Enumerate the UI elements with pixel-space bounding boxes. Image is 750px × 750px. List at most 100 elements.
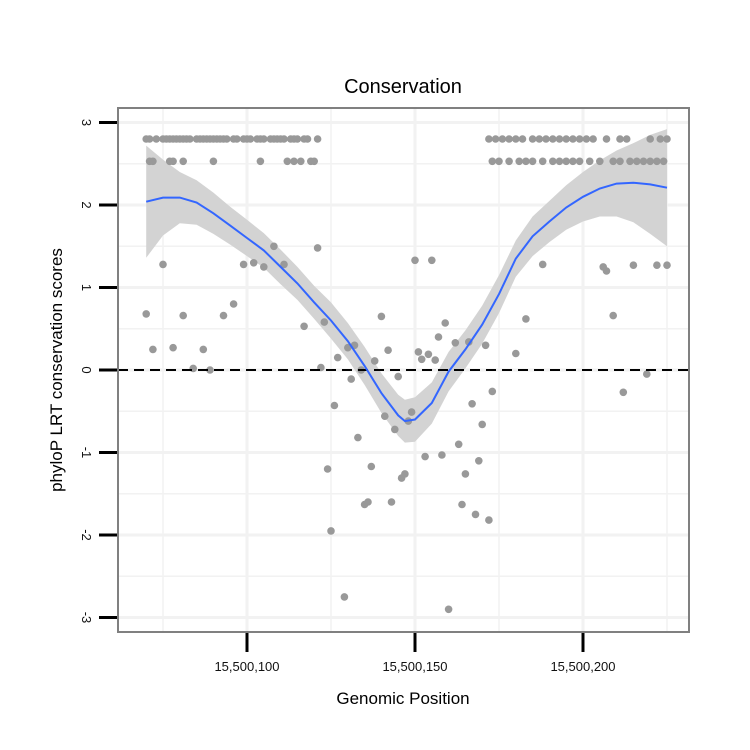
data-point: [488, 387, 497, 396]
data-point: [646, 135, 654, 143]
data-point: [297, 157, 305, 166]
data-point: [145, 135, 154, 143]
data-point: [438, 451, 446, 459]
data-point: [290, 157, 298, 166]
data-point: [549, 135, 557, 143]
data-point: [293, 135, 302, 143]
data-point: [639, 157, 648, 166]
data-point: [633, 157, 641, 166]
data-point: [310, 157, 319, 166]
data-point: [478, 420, 487, 429]
data-point: [629, 261, 638, 270]
data-point: [434, 333, 443, 341]
data-point: [582, 135, 591, 143]
data-point: [585, 157, 594, 166]
data-point: [609, 311, 617, 320]
data-point: [491, 135, 500, 143]
y-tick-label: -2: [79, 529, 94, 541]
data-point: [270, 242, 278, 251]
data-point: [458, 500, 466, 509]
y-axis: -3 -2 -1 0 1 2 3: [79, 119, 117, 623]
data-point: [616, 135, 624, 143]
data-point: [663, 135, 671, 143]
plot-panel-border: [117, 107, 690, 633]
data-point: [179, 311, 187, 320]
data-point: [381, 412, 389, 421]
data-point: [619, 388, 628, 397]
data-point: [653, 157, 661, 166]
data-point: [256, 157, 265, 166]
data-point: [444, 605, 453, 614]
data-point: [515, 157, 523, 166]
data-point: [522, 315, 530, 323]
data-point: [575, 157, 584, 166]
data-point: [542, 135, 550, 143]
data-point: [401, 470, 409, 478]
data-point: [609, 157, 617, 166]
data-point: [340, 593, 349, 601]
data-point: [653, 261, 661, 270]
data-point: [616, 157, 624, 166]
data-point: [555, 135, 564, 143]
y-axis-title: phyloP LRT conservation scores: [47, 248, 66, 492]
data-point: [454, 440, 463, 449]
data-point: [522, 157, 530, 166]
data-point: [149, 345, 157, 354]
data-point: [323, 465, 332, 473]
data-point: [159, 260, 167, 269]
data-point: [394, 372, 403, 381]
data-point: [344, 343, 352, 352]
data-point: [142, 310, 150, 318]
data-point: [313, 135, 322, 143]
data-point: [512, 349, 520, 358]
data-point: [283, 157, 292, 166]
data-point: [428, 256, 436, 265]
data-point: [535, 135, 544, 143]
y-tick-label: 3: [79, 119, 94, 126]
data-point: [384, 346, 392, 355]
chart-title: Conservation: [344, 76, 462, 98]
data-point: [562, 157, 570, 166]
x-axis-title: Genomic Position: [336, 689, 469, 708]
data-point: [149, 157, 157, 166]
data-point: [223, 135, 231, 143]
data-point: [451, 339, 460, 347]
data-point: [498, 135, 507, 143]
data-point: [555, 157, 564, 166]
data-point: [626, 157, 634, 166]
data-point: [209, 157, 218, 166]
data-point: [260, 263, 268, 271]
data-point: [562, 135, 570, 143]
data-point: [549, 157, 557, 166]
data-point: [622, 135, 631, 143]
y-tick-label: -1: [79, 447, 94, 459]
data-point: [485, 135, 493, 143]
smooth-trend-line: [145, 181, 668, 423]
y-tick-label: 0: [79, 366, 94, 373]
data-point: [414, 348, 423, 356]
x-tick-label: 15,500,100: [214, 659, 279, 674]
data-point: [387, 498, 396, 506]
data-point: [407, 408, 416, 416]
data-point: [189, 364, 197, 373]
data-point: [186, 135, 194, 143]
data-point: [505, 135, 513, 143]
data-point: [280, 135, 288, 143]
data-point: [229, 300, 238, 308]
data-point: [313, 244, 322, 252]
data-point: [411, 256, 419, 265]
data-point: [354, 433, 362, 442]
data-point: [495, 157, 503, 166]
data-point: [602, 267, 611, 275]
data-point: [239, 260, 248, 269]
data-point: [528, 135, 537, 143]
data-point: [643, 370, 651, 378]
data-point: [219, 311, 228, 320]
data-point: [569, 135, 577, 143]
data-point: [246, 135, 255, 143]
data-point: [152, 135, 161, 143]
data-point: [468, 400, 476, 408]
data-point: [364, 498, 372, 506]
data-point: [377, 312, 386, 321]
